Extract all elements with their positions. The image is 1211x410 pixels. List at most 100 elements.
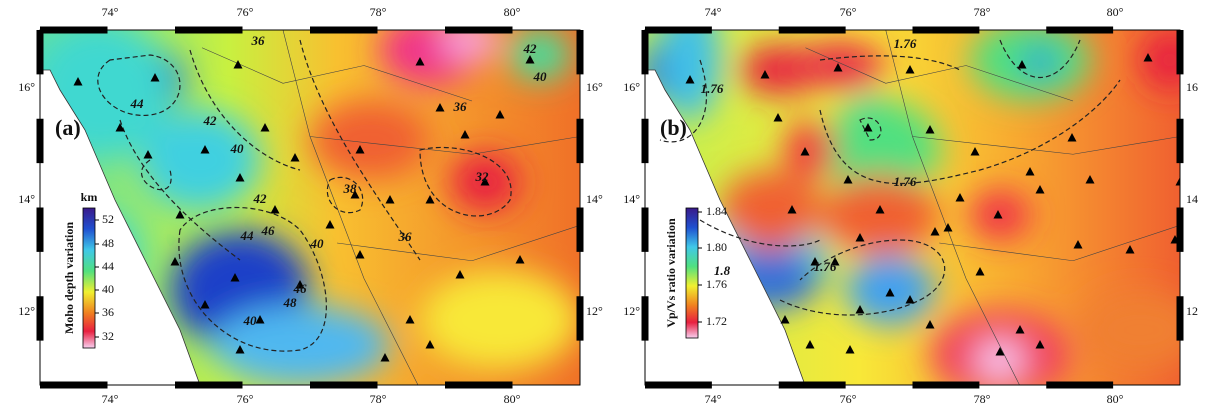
sea	[40, 70, 200, 385]
station	[143, 150, 153, 159]
station	[905, 65, 915, 74]
colorbar	[685, 207, 699, 339]
station	[235, 173, 245, 182]
sea	[645, 70, 805, 385]
top-tick-label: 80°	[1107, 5, 1124, 19]
station	[805, 340, 815, 349]
contour-label: 40	[243, 313, 258, 328]
right-tick-label: 16	[1186, 80, 1198, 94]
top-tick-label: 80°	[504, 5, 521, 19]
contour-label: 46	[261, 223, 276, 238]
contour	[189, 49, 301, 171]
station	[515, 255, 525, 264]
contour	[779, 239, 946, 316]
bottom-tick-label: 74°	[102, 392, 119, 406]
top-tick-label: 74°	[102, 5, 119, 19]
station	[810, 257, 820, 266]
station	[1073, 240, 1083, 249]
anomaly	[440, 30, 500, 60]
contour-label: 42	[523, 41, 538, 56]
map-surface: 1.761.761.761.761.8	[645, 30, 1180, 385]
contour	[119, 119, 241, 261]
bottom-tick-label: 78°	[370, 392, 387, 406]
left-tick-label: 16°	[623, 80, 640, 94]
colorbar-unit: km	[81, 190, 98, 204]
station	[780, 315, 790, 324]
contour-label: 40	[230, 141, 245, 156]
panel-label: (b)	[660, 115, 687, 140]
station	[1017, 60, 1027, 69]
station	[800, 147, 810, 156]
contour	[859, 117, 882, 141]
station	[325, 220, 335, 229]
contour-label: 1.8	[714, 263, 731, 278]
top-tick-label: 78°	[974, 5, 991, 19]
left-tick-label: 12°	[623, 304, 640, 318]
station	[1143, 53, 1153, 62]
contour-label: 48	[283, 295, 298, 310]
colorbar	[82, 207, 96, 349]
left-tick-label: 12°	[18, 304, 35, 318]
station	[925, 125, 935, 134]
anomaly	[975, 340, 1025, 380]
colorbar-tick-label: 52	[102, 212, 114, 226]
station	[1035, 185, 1045, 194]
contour	[97, 54, 181, 116]
station	[200, 145, 210, 154]
station	[115, 123, 125, 132]
station	[1175, 177, 1180, 186]
contour	[419, 146, 512, 217]
contour	[999, 39, 1081, 78]
station	[295, 280, 305, 289]
left-tick-label: 16°	[18, 80, 35, 94]
anomaly	[510, 30, 570, 80]
station	[150, 73, 160, 82]
station	[1025, 167, 1035, 176]
right-tick-label: 14	[1186, 192, 1198, 206]
station	[233, 60, 243, 69]
bottom-tick-label: 80°	[1107, 392, 1124, 406]
station	[425, 340, 435, 349]
station	[200, 300, 210, 309]
station	[955, 193, 965, 202]
anomaly	[310, 100, 430, 180]
station	[970, 147, 980, 156]
contour	[299, 39, 421, 261]
boundary	[939, 224, 1180, 262]
contour	[659, 59, 708, 143]
top-tick-label: 78°	[370, 5, 387, 19]
contour-label: 1.76	[701, 81, 724, 96]
station	[255, 315, 265, 324]
station	[855, 233, 865, 242]
contour-label: 42	[253, 191, 268, 206]
station	[995, 347, 1005, 356]
contour	[819, 55, 961, 71]
boundary	[912, 136, 1180, 155]
anomaly	[820, 100, 940, 200]
top-tick-label: 76°	[237, 5, 254, 19]
boundary	[309, 136, 580, 155]
station	[855, 305, 865, 314]
station	[455, 270, 465, 279]
station	[435, 103, 445, 112]
anomaly	[820, 175, 940, 255]
boundary	[805, 47, 1074, 102]
coastline	[40, 69, 201, 385]
station	[773, 113, 783, 122]
station	[405, 315, 415, 324]
anomaly	[660, 30, 720, 120]
station	[525, 55, 535, 64]
anomaly	[1140, 30, 1180, 90]
station	[350, 190, 360, 199]
top-tick-label: 76°	[840, 5, 857, 19]
contour	[819, 79, 1121, 185]
contour-label: 40	[310, 236, 325, 251]
colorbar-tick-label: 1.76	[706, 277, 727, 291]
map-panel: 1.761.761.761.761.8(b)74°74°76°76°78°78°…	[623, 5, 1198, 406]
station	[1015, 325, 1025, 334]
bottom-tick-label: 74°	[705, 392, 722, 406]
station	[73, 77, 83, 86]
right-tick-label: 16°	[586, 80, 603, 94]
colorbar-title: Moho depth variation	[62, 222, 76, 334]
